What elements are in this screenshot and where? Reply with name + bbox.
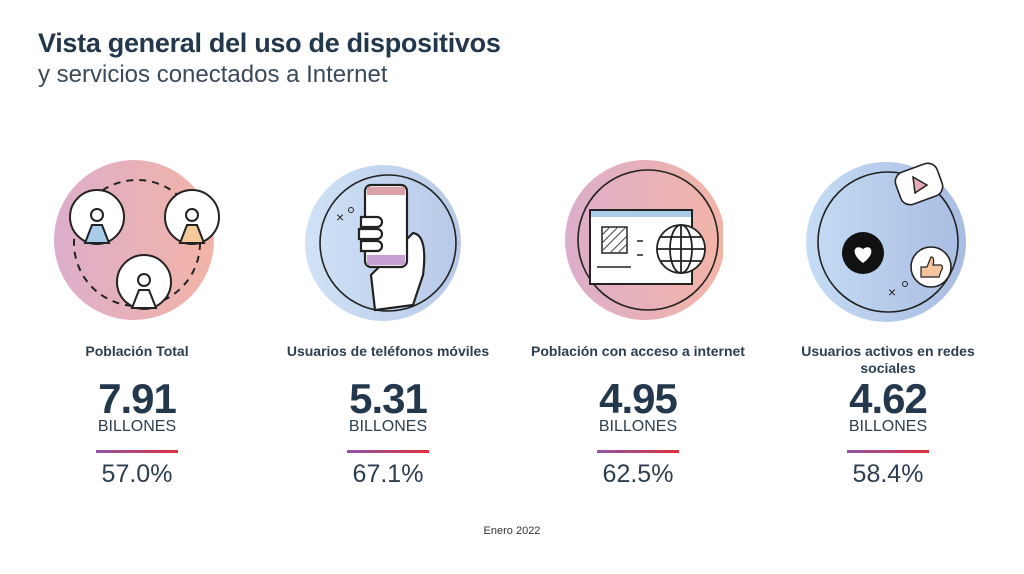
stat-card-redes-sociales: × Usuarios activos en redes sociales 4.6… <box>773 155 1003 488</box>
divider <box>597 450 679 453</box>
stat-value: 5.31 <box>349 375 428 422</box>
date-footer: Enero 2022 <box>483 525 541 537</box>
stat-label: Población Total <box>85 343 189 359</box>
divider <box>847 450 929 453</box>
stat-value: 4.62 <box>849 375 928 422</box>
stat-value: 7.91 <box>98 375 177 422</box>
svg-text:×: × <box>888 284 896 300</box>
stat-card-acceso-internet: Población con acceso a internet 4.95 BIL… <box>523 155 753 488</box>
stat-label: Usuarios de teléfonos móviles <box>286 343 490 359</box>
stat-card-telefonos-moviles: × Usuarios de teléfonos móviles 5.31 BIL… <box>273 155 503 488</box>
stat-unit: BILLONES <box>97 418 177 435</box>
stat-unit: BILLONES <box>348 418 428 435</box>
stat-percent: 62.5% <box>602 460 674 488</box>
svg-text:×: × <box>336 209 344 225</box>
browser-globe-icon <box>565 160 723 320</box>
stat-card-poblacion-total: Población Total 7.91 BILLONES 57.0% <box>22 155 252 488</box>
stat-value: 4.95 <box>599 375 678 422</box>
stat-label: Usuarios activos en redes sociales <box>801 343 975 376</box>
stat-percent: 57.0% <box>101 460 173 488</box>
stat-unit: BILLONES <box>848 418 928 435</box>
stat-percent: 67.1% <box>352 460 424 488</box>
stat-percent: 58.4% <box>852 460 924 488</box>
page-subtitle: y servicios conectados a Internet <box>38 61 388 88</box>
divider <box>347 450 429 453</box>
stat-unit: BILLONES <box>598 418 678 435</box>
page-title: Vista general del uso de dispositivos <box>38 28 501 58</box>
people-network-icon <box>54 160 220 320</box>
divider <box>96 450 178 453</box>
stat-label: Población con acceso a internet <box>531 343 745 359</box>
social-media-icon: × <box>806 162 966 322</box>
hand-holding-phone-icon: × <box>305 165 461 321</box>
